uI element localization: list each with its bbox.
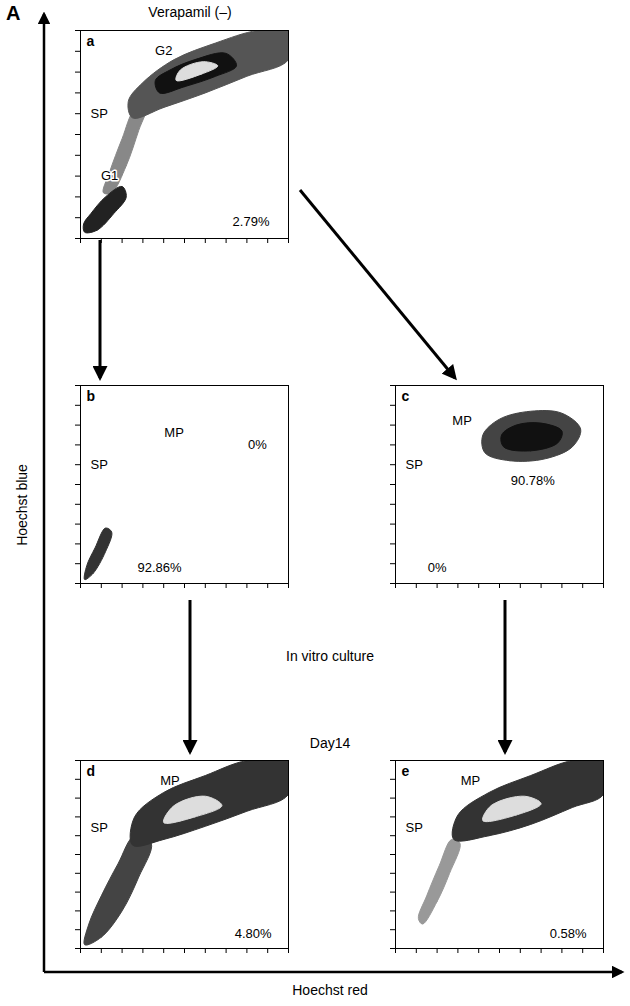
svg-text:SP: SP <box>406 457 423 472</box>
svg-text:2.79%: 2.79% <box>233 214 270 229</box>
svg-text:4.80%: 4.80% <box>235 926 272 941</box>
svg-text:d: d <box>87 763 96 779</box>
html-text:In vitro culture: In vitro culture <box>286 648 374 664</box>
svg-text:0%: 0% <box>428 560 447 575</box>
svg-text:90.78%: 90.78% <box>511 473 556 488</box>
svg-text:SP: SP <box>91 820 108 835</box>
svg-text:SP: SP <box>91 106 108 121</box>
svg-text:MP: MP <box>164 425 184 440</box>
html-text:Hoechst blue: Hoechst blue <box>14 464 30 546</box>
html-text:Day14: Day14 <box>309 735 351 751</box>
svg-text:MP: MP <box>461 773 481 788</box>
html-text:Verapamil (–): Verapamil (–) <box>148 4 232 20</box>
svg-text:a: a <box>87 33 95 49</box>
html-text:Hoechst red: Hoechst red <box>292 982 368 998</box>
svg-text:MP: MP <box>160 773 180 788</box>
svg-text:SP: SP <box>406 820 423 835</box>
svg-text:G2: G2 <box>155 43 172 58</box>
svg-text:0.58%: 0.58% <box>550 926 587 941</box>
svg-text:G1: G1 <box>101 168 118 183</box>
html-text:A: A <box>6 2 21 24</box>
svg-text:SP: SP <box>91 457 108 472</box>
svg-text:92.86%: 92.86% <box>137 560 182 575</box>
svg-text:0%: 0% <box>248 437 267 452</box>
svg-text:e: e <box>402 763 410 779</box>
svg-text:MP: MP <box>452 413 472 428</box>
svg-text:b: b <box>87 388 96 404</box>
svg-text:c: c <box>402 388 410 404</box>
